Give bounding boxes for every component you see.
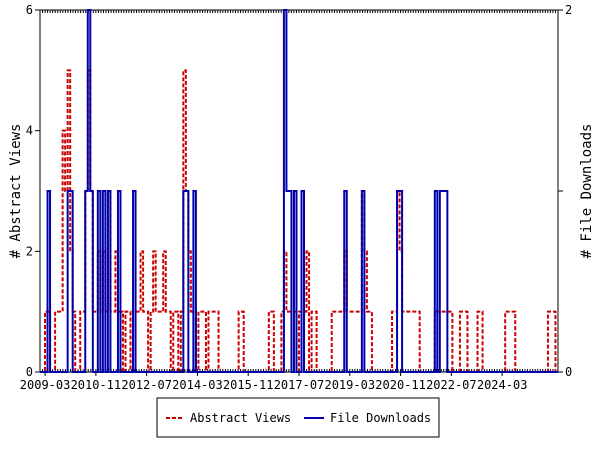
left-axis-label: # Abstract Views	[8, 124, 24, 259]
x-axis-tick-label: 2017-07	[274, 378, 325, 392]
left-axis-tick-label: 6	[26, 3, 33, 17]
legend-frame	[156, 397, 440, 438]
left-axis-ticks: 0 2 4 6	[26, 3, 40, 379]
x-axis-tick-label: 2012-07	[121, 378, 172, 392]
legend: Abstract Views File Downloads	[156, 397, 440, 438]
x-axis-ticks: 2009-03 2010-11 2012-07 2014-03 2015-11 2017-…	[20, 10, 559, 392]
x-axis-tick-label: 2015-11	[223, 378, 274, 392]
x-axis-tick-label: 2024-03	[477, 378, 528, 392]
left-axis-tick-label: 2	[26, 244, 33, 258]
x-axis-tick-label: 2020-11	[375, 378, 426, 392]
left-axis-tick-label: 0	[26, 365, 33, 379]
legend-label-abstract-views: Abstract Views	[190, 411, 291, 425]
x-axis-tick-label: 2019-03	[324, 378, 375, 392]
x-axis-tick-label: 2014-03	[172, 378, 223, 392]
series-layer	[40, 9, 558, 373]
right-axis-label: # File Downloads	[579, 124, 595, 259]
right-axis-ticks: 02	[558, 3, 572, 379]
legend-label-file-downloads: File Downloads	[330, 411, 431, 425]
series-line-file-downloads	[40, 9, 558, 373]
right-axis-tick-label: 2	[565, 3, 572, 17]
x-axis-tick-label: 2010-11	[71, 378, 122, 392]
x-axis-tick-label: 2022-07	[426, 378, 477, 392]
left-axis-tick-label: 4	[26, 124, 33, 138]
right-axis-tick-label: 0	[565, 365, 572, 379]
x-axis-tick-label: 2009-03	[20, 378, 71, 392]
